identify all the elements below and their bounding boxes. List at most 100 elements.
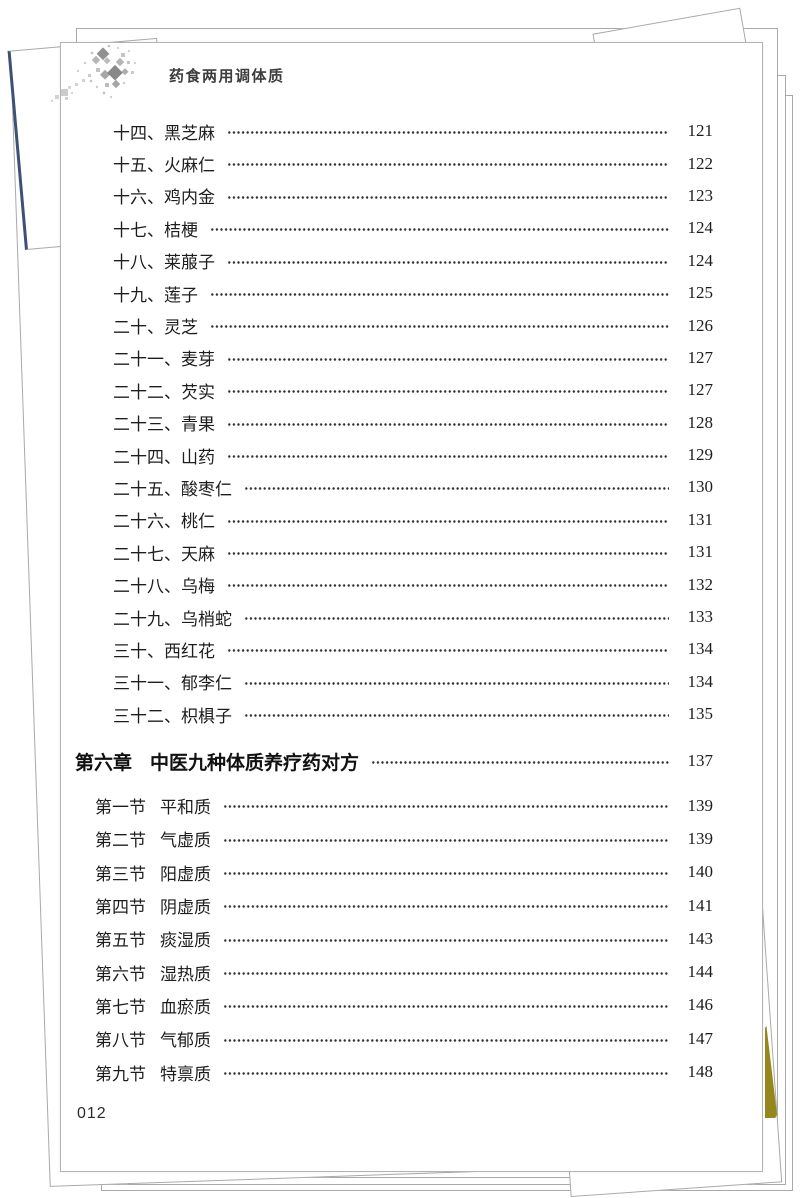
toc-item-page: 128 [687, 412, 714, 432]
toc-item-page: 127 [687, 380, 714, 400]
section-title: 阳虚质 [160, 864, 211, 884]
toc-item-label: 二十七、天麻 [113, 544, 215, 564]
section-number: 第八节 [95, 1031, 146, 1051]
toc-item-label: 十五、火麻仁 [113, 156, 215, 176]
chapter-page: 137 [687, 751, 714, 770]
toc-item: 二十一、麦芽 127 [113, 341, 713, 375]
toc-item: 二十八、乌梅 132 [113, 568, 714, 601]
toc-item-page: 129 [687, 445, 714, 465]
toc-item: 十五、火麻仁 122 [113, 147, 713, 180]
section-number: 第五节 [95, 931, 146, 951]
dot-leader [227, 341, 669, 375]
folio-page-number: 012 [77, 1105, 107, 1122]
toc-item: 二十、灵芝 126 [113, 309, 713, 342]
section-page: 140 [687, 862, 714, 882]
toc-section: 第七节 血瘀质 146 [95, 988, 714, 1023]
chapter-number: 第六章 [75, 752, 133, 774]
dot-leader [227, 633, 669, 666]
section-title: 痰湿质 [160, 931, 211, 951]
toc-item-label: 十七、桔梗 [113, 220, 198, 240]
ink-stamp-blossom-icon [50, 44, 137, 103]
toc-item: 十九、莲子 125 [113, 276, 714, 310]
section-title: 阴虚质 [160, 898, 211, 918]
toc-chapter-row: 第六章 中医九种体质养疗药对方 137 [75, 742, 713, 780]
dot-leader [223, 988, 669, 1023]
toc-item-label: 二十三、青果 [113, 415, 215, 435]
section-page: 139 [687, 795, 714, 815]
toc-item-page: 133 [687, 607, 714, 627]
section-number: 第四节 [95, 898, 146, 918]
section-title: 湿热质 [160, 964, 211, 984]
toc-item: 二十四、山药 129 [113, 438, 714, 472]
dot-leader [227, 406, 669, 439]
toc-item-page: 134 [687, 639, 714, 659]
toc-item-label: 十八、莱菔子 [113, 253, 215, 273]
toc-item-label: 十六、鸡内金 [113, 188, 215, 208]
section-page: 141 [687, 895, 714, 915]
section-title: 特禀质 [160, 1064, 211, 1084]
section-page: 143 [687, 928, 714, 948]
dot-leader [244, 665, 669, 699]
dot-leader [244, 600, 669, 634]
dot-leader [223, 955, 669, 989]
dot-leader [227, 179, 669, 213]
toc-item-page: 131 [687, 542, 714, 562]
section-number: 第七节 [95, 997, 146, 1017]
chapter-title: 中医九种体质养疗药对方 [150, 752, 360, 774]
toc-page: 药食两用调体质 十四、黑芝麻 121 十五、火麻仁 122 十六、鸡内金 123 十七… [50, 42, 763, 1172]
toc-item-page: 121 [687, 121, 714, 141]
toc-item-label: 三十一、郁李仁 [113, 674, 232, 694]
dot-leader [227, 244, 669, 277]
toc-item: 三十、西红花 134 [113, 633, 714, 666]
dot-leader [371, 742, 669, 780]
section-page: 148 [687, 1062, 714, 1082]
dot-leader [223, 922, 669, 956]
toc-item-label: 三十、西红花 [113, 641, 215, 661]
toc-item: 二十三、青果 128 [113, 406, 714, 439]
toc-item-page: 125 [687, 283, 714, 303]
toc-section: 第二节 气虚质 139 [95, 822, 713, 856]
toc-item-page: 123 [687, 185, 714, 205]
toc-item-label: 二十一、麦芽 [113, 350, 215, 370]
section-page: 146 [687, 995, 714, 1015]
toc-item-label: 二十五、酸枣仁 [113, 479, 232, 499]
toc-sections-list: 第一节 平和质 139 第二节 气虚质 139 第三节 阳虚质 140 第四节 阴虚质 141 … [95, 789, 713, 1089]
toc-item: 二十七、天麻 131 [113, 536, 714, 569]
toc-section: 第八节 气郁质 147 [95, 1022, 714, 1056]
dot-leader [227, 536, 669, 569]
section-title: 平和质 [160, 798, 211, 818]
toc-item: 十四、黑芝麻 121 [113, 115, 714, 148]
toc-item-page: 132 [687, 574, 714, 594]
section-number: 第三节 [95, 864, 146, 884]
dot-leader [223, 855, 669, 889]
section-number: 第九节 [95, 1064, 146, 1084]
dot-leader [227, 374, 669, 407]
dot-leader [244, 698, 669, 731]
dot-leader [223, 822, 669, 856]
toc-item: 三十二、枳椇子 135 [113, 698, 714, 731]
toc-item-label: 二十二、芡实 [113, 382, 215, 402]
toc-item: 十六、鸡内金 123 [113, 179, 714, 213]
toc-item-label: 二十四、山药 [113, 447, 215, 467]
toc-item-page: 135 [687, 704, 714, 724]
toc-item-label: 三十二、枳椇子 [113, 706, 232, 726]
toc-item-page: 130 [687, 477, 714, 497]
toc-items-list: 十四、黑芝麻 121 十五、火麻仁 122 十六、鸡内金 123 十七、桔梗 124 十… [113, 115, 714, 731]
toc-section: 第三节 阳虚质 140 [95, 855, 714, 889]
dot-leader [244, 471, 669, 504]
toc-item: 十八、莱菔子 124 [113, 244, 713, 277]
dot-leader [210, 276, 669, 310]
dot-leader [223, 1022, 669, 1056]
toc-item-label: 二十六、桃仁 [113, 512, 215, 532]
header-book-title: 药食两用调体质 [169, 68, 285, 85]
dot-leader [227, 503, 669, 537]
toc-item-label: 二十九、乌梢蛇 [113, 609, 232, 629]
toc-section: 第五节 痰湿质 143 [95, 922, 714, 956]
dot-leader [223, 1055, 669, 1089]
toc-chapter: 第六章 中医九种体质养疗药对方 137 [75, 742, 713, 780]
toc-item-page: 131 [687, 509, 714, 529]
section-page: 147 [687, 1028, 714, 1048]
dot-leader [223, 888, 669, 923]
toc-item: 二十六、桃仁 131 [113, 503, 714, 537]
section-title: 气虚质 [160, 831, 211, 851]
